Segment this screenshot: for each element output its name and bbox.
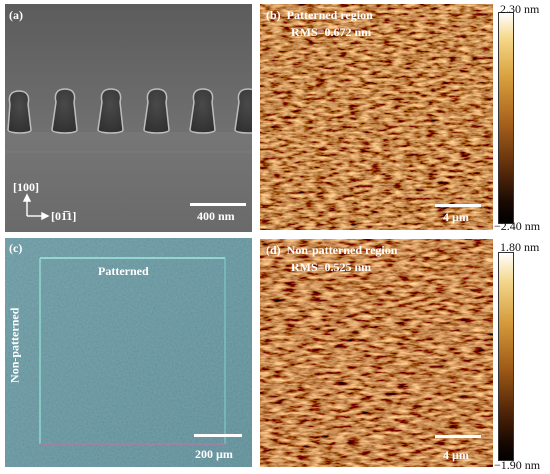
optical-image-panel: (c) Patterned Non-patterned 200 µm xyxy=(5,238,252,467)
panel-label-b-text: (b) xyxy=(266,8,281,22)
colorbar-max-d: 1.80 nm xyxy=(500,240,540,254)
colorbar-max-b: 2.30 nm xyxy=(500,2,540,16)
afm-texture-d xyxy=(260,239,493,467)
rms-value-b: RMS=0.672 nm xyxy=(291,25,372,39)
patterned-label: Patterned xyxy=(98,264,149,278)
sem-image xyxy=(5,4,252,232)
afm-texture-b xyxy=(260,4,493,230)
panel-label-c: (c) xyxy=(9,241,23,255)
sem-image-panel: (a) [100] [01̅1] 400 nm xyxy=(5,4,252,232)
colorbar-min-b: −2.40 nm xyxy=(494,219,541,233)
colorbar-b xyxy=(498,12,514,224)
optical-image xyxy=(5,238,252,467)
patterned-region-outline xyxy=(39,257,226,445)
scale-bar-d xyxy=(435,435,481,438)
crystal-axis-arrows xyxy=(22,193,50,221)
panel-label-b: (b) Patterned region xyxy=(266,9,373,22)
rms-value-d: RMS=0.525 nm xyxy=(291,260,372,274)
panel-title-b: Patterned region xyxy=(286,8,373,22)
scale-bar-b xyxy=(435,204,481,207)
afm-image-patterned: (b) Patterned region RMS=0.672 nm 4 µm xyxy=(260,4,493,230)
scale-bar-label-a: 400 nm xyxy=(197,209,235,223)
panel-label-d: (d) Non-patterned region xyxy=(266,244,397,257)
colorbar-d xyxy=(498,252,514,461)
afm-image-non-patterned: (d) Non-patterned region RMS=0.525 nm 4 … xyxy=(260,239,493,467)
scale-bar-label-c: 200 µm xyxy=(195,447,233,461)
etched-pits xyxy=(7,88,252,134)
scale-bar-label-d: 4 µm xyxy=(443,448,469,462)
panel-label-d-text: (d) xyxy=(266,243,281,257)
non-patterned-label: Non-patterned xyxy=(7,307,22,383)
panel-label-a: (a) xyxy=(9,8,23,22)
scale-bar-label-b: 4 µm xyxy=(443,210,469,224)
axis-label-100: [100] xyxy=(13,180,39,194)
axis-label-011: [01̅1] xyxy=(51,209,77,223)
scale-bar-a xyxy=(190,203,246,206)
colorbar-min-d: −1.90 nm xyxy=(494,458,541,472)
panel-title-d: Non-patterned region xyxy=(286,243,398,257)
scale-bar-c xyxy=(194,434,242,437)
